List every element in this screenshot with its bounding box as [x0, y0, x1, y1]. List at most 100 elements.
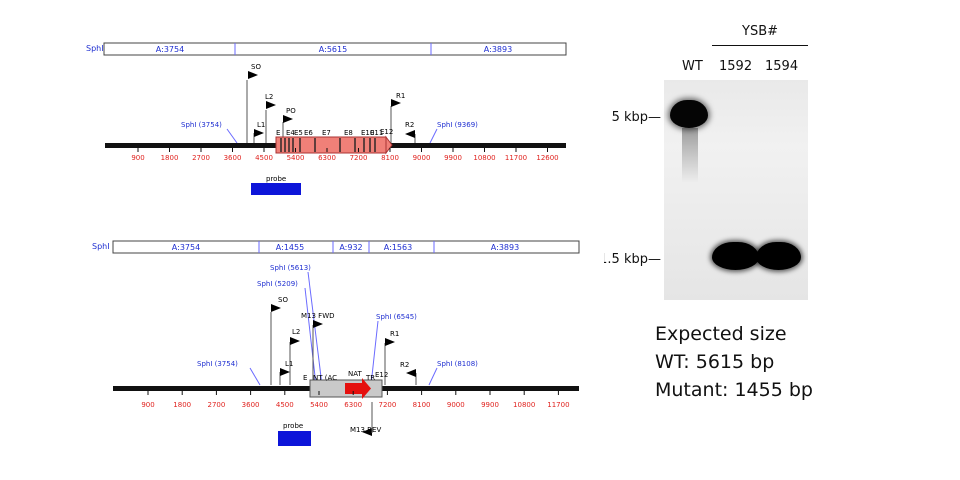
exon-label: E10: [361, 129, 374, 137]
exon-label: E6: [304, 129, 313, 137]
axis-tick-label: 3600: [242, 401, 260, 409]
bottom-enzyme-label: SphI: [92, 242, 110, 251]
axis-tick-label: 900: [131, 154, 144, 162]
primer-label: M13 FWD: [301, 312, 335, 320]
lane-label-1592: 1592: [719, 59, 753, 74]
primer-label: R1: [396, 92, 405, 100]
axis-tick-label: 9000: [447, 401, 465, 409]
axis-tick-label: 3600: [224, 154, 242, 162]
exon-label: E11: [370, 129, 383, 137]
marker-1-5kbp: 1.5 kbp—: [604, 252, 661, 267]
primer-flag-icon: [290, 337, 300, 345]
sphi-site-line: [226, 128, 238, 144]
ysb-group-label: YSB#: [742, 24, 779, 39]
bottom-fragment-bar: [112, 240, 580, 254]
primer-label: SO: [278, 296, 288, 304]
expected-mutant: Mutant: 1455 bp: [655, 379, 813, 401]
top-fragment-bar: [103, 42, 567, 56]
primer-flag-icon: [254, 129, 264, 137]
sphi-site-line: [429, 128, 438, 144]
primer-label: R2: [405, 121, 414, 129]
primer-flag-icon: [405, 130, 415, 138]
wt-smear: [682, 128, 698, 183]
bottom-map: SphI A:3754 A:1455 A:932 A:1563 A:3893 S…: [92, 240, 580, 446]
primer-label: L2: [292, 328, 300, 336]
primer-flag-icon: [248, 71, 258, 79]
axis-tick-label: 9900: [481, 401, 499, 409]
primer-label: L1: [257, 121, 265, 129]
primer-flag-icon: [313, 320, 323, 328]
sphi-site-label: SphI (3754): [197, 360, 238, 368]
primer-label: L2: [265, 93, 273, 101]
top-axis-ticks: 900 1800 2700 3600 4500 5400 6300 7200 8100 9000 9…: [131, 148, 559, 162]
axis-tick-label: 7200: [378, 401, 396, 409]
sphi-site-line: [428, 367, 438, 386]
sphi-site-label: SphI (5613): [270, 264, 311, 272]
axis-tick-label: 2700: [207, 401, 225, 409]
axis-tick-label: 11700: [547, 401, 569, 409]
wt-band: [670, 100, 708, 128]
axis-tick-label: 6300: [318, 154, 336, 162]
primer-label: PO: [286, 107, 296, 115]
axis-tick-label: 12600: [536, 154, 558, 162]
band-1592: [712, 242, 759, 270]
expected-heading: Expected size: [655, 323, 787, 345]
sphi-site-line: [307, 271, 323, 386]
primer-flag-icon: [391, 99, 401, 107]
axis-tick-label: 9900: [444, 154, 462, 162]
probe-label: probe: [283, 422, 303, 430]
axis-tick-label: 11700: [505, 154, 527, 162]
top-probe-box: [251, 183, 301, 195]
axis-tick-label: 7200: [350, 154, 368, 162]
primer-flag-icon: [280, 368, 290, 376]
bottom-segment-label: A:1455: [276, 243, 304, 252]
nat-arrow-icon: [345, 378, 371, 399]
axis-tick-label: 8100: [381, 154, 399, 162]
primer-label: R2: [400, 361, 409, 369]
sphi-site-label: SphI (3754): [181, 121, 222, 129]
axis-tick-label: 900: [141, 401, 154, 409]
exon-label: E8: [344, 129, 353, 137]
sphi-site-label: SphI (5209): [257, 280, 298, 288]
top-map: SphI A:3754 A:5615 A:3893 SO L2 PO L1 R1…: [86, 42, 567, 195]
axis-tick-label: 8100: [413, 401, 431, 409]
sphi-site-label: SphI (8108): [437, 360, 478, 368]
primer-label: M13 REV: [350, 426, 381, 434]
expected-wt: WT: 5615 bp: [655, 351, 775, 373]
restriction-map-diagram: SphI A:3754 A:5615 A:3893 SO L2 PO L1 R1…: [86, 42, 580, 446]
primer-flag-icon: [266, 101, 276, 109]
lane-label-wt: WT: [682, 59, 703, 74]
top-segment-label: A:3893: [484, 45, 512, 54]
exon-label: E: [276, 129, 280, 137]
probe-label: probe: [266, 175, 286, 183]
feature-label: NAT: [348, 370, 362, 378]
bottom-segment-label: A:1563: [384, 243, 412, 252]
primer-flag-icon: [362, 428, 372, 436]
axis-tick-label: 10800: [513, 401, 535, 409]
axis-tick-label: 4500: [276, 401, 294, 409]
exon-label: E7: [322, 129, 331, 137]
bottom-axis-ticks: 900 1800 2700 3600 4500 5400 6300 7200 8100 9000 9…: [141, 391, 570, 409]
bottom-segment-label: A:932: [339, 243, 362, 252]
exon-label: E4: [286, 129, 295, 137]
axis-tick-label: 5400: [287, 154, 305, 162]
feature-label: NT (AC: [313, 374, 337, 382]
primer-label: L1: [285, 360, 293, 368]
bottom-segment-label: A:3893: [491, 243, 519, 252]
axis-tick-label: 2700: [192, 154, 210, 162]
axis-tick-label: 9000: [413, 154, 431, 162]
primer-flag-icon: [283, 115, 293, 123]
primer-flag-icon: [385, 338, 395, 346]
top-segment-label: A:3754: [156, 45, 184, 54]
sphi-site-label: SphI (9369): [437, 121, 478, 129]
primer-label: E12: [380, 128, 393, 136]
primer-label: R1: [390, 330, 399, 338]
bottom-segment-label: A:3754: [172, 243, 200, 252]
primer-flag-icon: [271, 304, 281, 312]
primer-label: E12: [375, 371, 388, 379]
top-enzyme-label: SphI: [86, 44, 104, 53]
southern-blot-gel: [664, 80, 808, 300]
axis-tick-label: 10800: [473, 154, 495, 162]
axis-tick-label: 4500: [255, 154, 273, 162]
ysb-group-line: [712, 45, 808, 46]
